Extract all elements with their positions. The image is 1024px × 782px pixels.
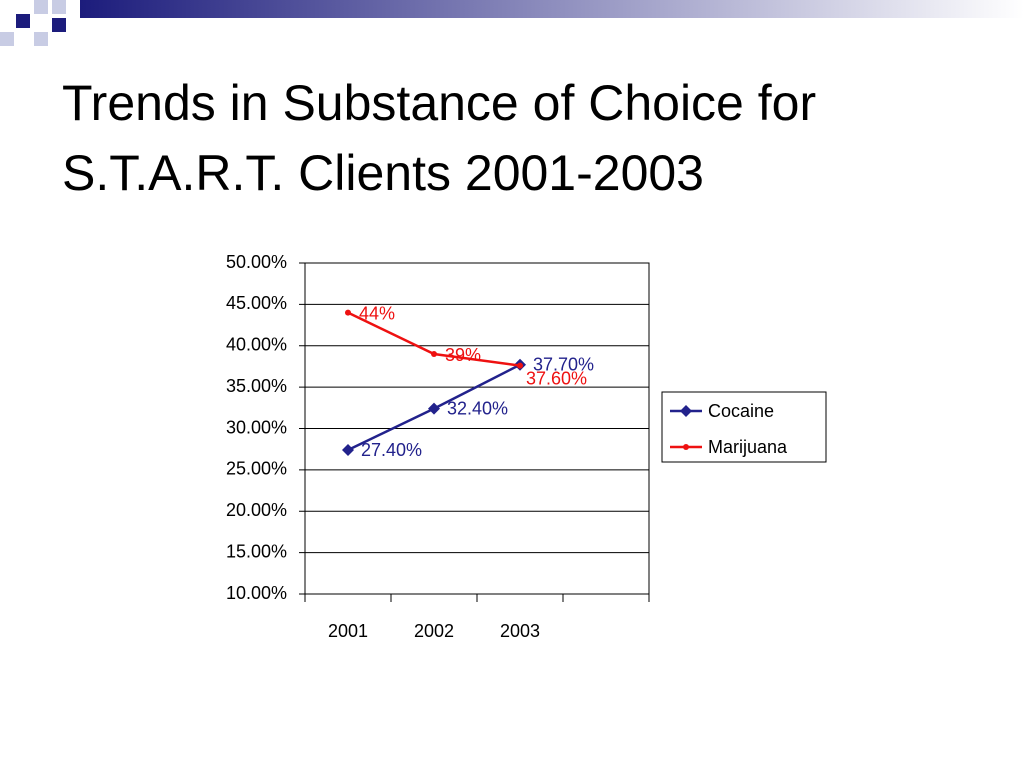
y-tick-label: 20.00% — [226, 500, 287, 520]
data-label: 37.70% — [533, 355, 594, 375]
y-tick-label: 15.00% — [226, 541, 287, 561]
marker — [428, 402, 440, 415]
legend-label: Cocaine — [708, 401, 774, 421]
y-tick-label: 50.00% — [226, 252, 287, 272]
data-label: 37.60% — [526, 368, 587, 388]
marker — [680, 405, 692, 417]
data-label: 44% — [359, 303, 395, 323]
marker — [683, 444, 689, 450]
header-bar — [80, 0, 1024, 18]
deco-square — [0, 32, 14, 46]
x-tick-label: 2001 — [328, 621, 368, 641]
y-tick-label: 45.00% — [226, 293, 287, 313]
x-tick-label: 2002 — [414, 621, 454, 641]
deco-square — [16, 14, 30, 28]
marker — [342, 444, 354, 457]
data-label: 39% — [445, 345, 481, 365]
deco-square — [52, 0, 66, 14]
data-label: 32.40% — [447, 398, 508, 418]
y-tick-label: 10.00% — [226, 583, 287, 603]
legend-label: Marijuana — [708, 437, 788, 457]
y-tick-label: 30.00% — [226, 417, 287, 437]
data-label: 27.40% — [361, 440, 422, 460]
deco-square — [34, 32, 48, 46]
y-tick-label: 35.00% — [226, 376, 287, 396]
deco-square — [52, 18, 66, 32]
slide-title: Trends in Substance of Choice for S.T.A.… — [62, 75, 817, 201]
marker — [345, 309, 351, 316]
deco-square — [34, 0, 48, 14]
legend-box — [661, 391, 827, 463]
marker — [431, 351, 437, 358]
x-tick-label: 2003 — [500, 621, 540, 641]
y-tick-label: 40.00% — [226, 335, 287, 355]
y-tick-label: 25.00% — [226, 459, 287, 479]
marker — [517, 362, 523, 369]
